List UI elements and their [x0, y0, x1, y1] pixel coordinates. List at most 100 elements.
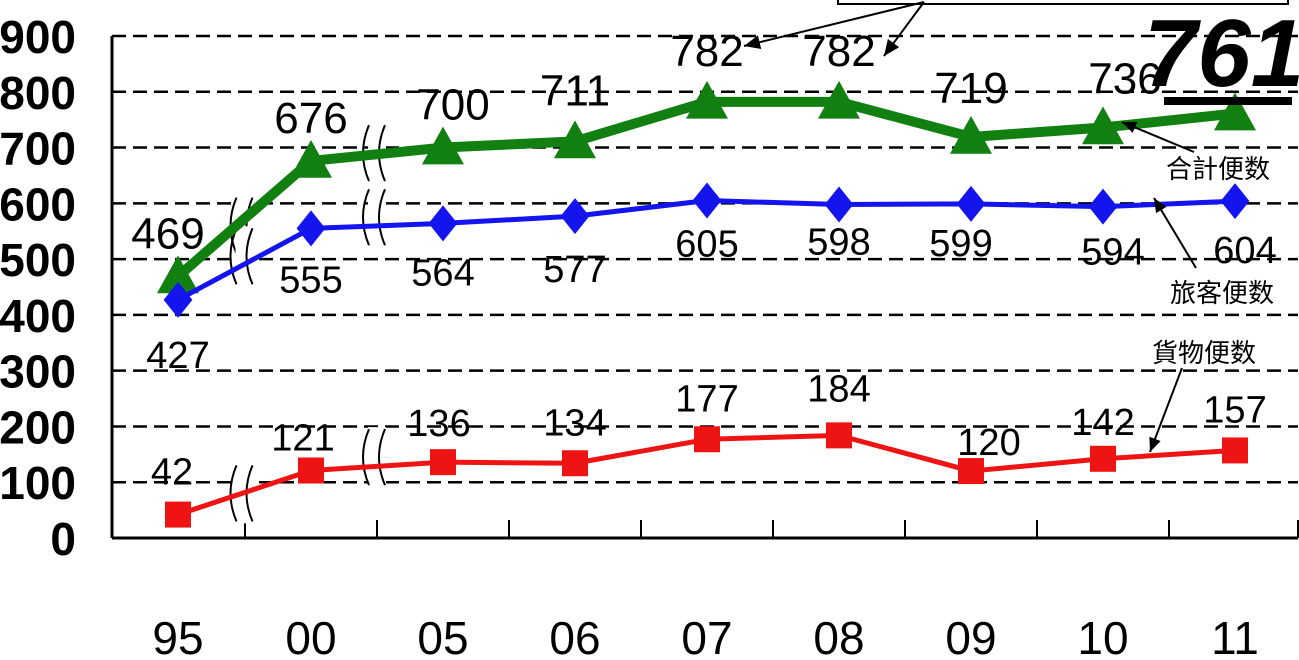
highlight-value: 761: [1144, 0, 1299, 107]
series-3: [165, 422, 1248, 528]
square-marker: [1222, 437, 1248, 464]
y-tick-label: 600: [0, 178, 76, 230]
x-tick-label: 09: [945, 612, 996, 660]
callout-arrowhead: [1154, 198, 1167, 214]
data-label: 782: [802, 27, 875, 76]
series-group: 469 676 700 711 782 782 719 736 427 555 564 577 605 5…: [131, 27, 1277, 528]
data-label: 157: [1203, 389, 1266, 431]
break-curve: [229, 464, 238, 522]
series-2: [163, 182, 1250, 318]
diamond-marker: [163, 281, 193, 318]
data-label: 719: [934, 64, 1007, 113]
data-label: 736: [1088, 54, 1161, 103]
y-tick-label: 100: [0, 457, 76, 509]
data-label: 605: [675, 224, 738, 266]
x-tick-label: 11: [1211, 612, 1259, 660]
callout-label: 貨物便数: [1152, 339, 1256, 369]
data-label: 700: [416, 81, 489, 130]
callout-arrowhead: [1149, 436, 1161, 452]
break-mark: [229, 226, 254, 287]
triangle-marker: [157, 255, 199, 294]
diamond-marker: [428, 205, 458, 242]
highlight-callout: 761: [743, 0, 1299, 107]
break-curve: [378, 428, 386, 486]
data-label: 142: [1071, 402, 1134, 444]
triangle-marker: [1214, 92, 1256, 131]
x-tick-label: 95: [152, 612, 203, 660]
y-tick-label: 300: [0, 346, 76, 398]
data-label: 134: [543, 402, 606, 444]
series-callout: 合計便数: [1121, 121, 1270, 185]
data-label: 469: [131, 209, 204, 258]
square-marker: [430, 449, 456, 476]
peak-pointer: [743, 0, 1289, 57]
diamond-marker: [560, 198, 590, 235]
data-label: 599: [929, 223, 992, 265]
y-tick-label: 0: [50, 513, 76, 565]
highlight-underline: [1164, 97, 1292, 105]
series-1: [157, 80, 1256, 294]
triangle-marker: [1082, 106, 1124, 145]
x-tick-label: 08: [813, 612, 864, 660]
square-marker: [562, 450, 588, 477]
break-curve: [378, 188, 386, 246]
pointer-box: [837, 0, 1289, 5]
break-curve: [362, 428, 370, 486]
axes: [110, 36, 1299, 540]
data-label: 577: [543, 249, 606, 291]
data-label: 594: [1081, 232, 1144, 274]
data-labels-1: 469 676 700 711 782 782 719 736: [131, 27, 1161, 259]
data-label: 177: [675, 378, 738, 420]
callout-label: 旅客便数: [1170, 279, 1274, 309]
y-tick-label: 500: [0, 234, 76, 286]
y-tick-label: 200: [0, 401, 76, 453]
callout-arrowhead: [1122, 121, 1138, 133]
data-label: 676: [274, 94, 347, 143]
data-label: 782: [670, 27, 743, 76]
data-label: 184: [807, 368, 870, 410]
data-label: 598: [807, 221, 870, 263]
data-label: 42: [151, 452, 193, 494]
triangle-marker: [290, 139, 332, 178]
diamond-marker: [1088, 188, 1118, 225]
data-label: 555: [279, 259, 342, 301]
x-tick-label: 06: [549, 612, 600, 660]
diamond-marker: [824, 186, 854, 223]
data-labels-3: 42 121 136 134 177 184 120 142 157: [151, 368, 1267, 493]
pointer-arrowhead: [744, 35, 762, 50]
triangle-marker: [422, 126, 464, 165]
pointer-arrow-line: [743, 1, 925, 47]
x-tick-label: 07: [681, 612, 732, 660]
x-tick-label: 05: [417, 612, 468, 660]
square-marker: [1090, 445, 1116, 472]
series-callout: 貨物便数: [1149, 339, 1256, 453]
triangle-marker: [554, 120, 596, 159]
diamond-marker: [692, 182, 722, 219]
break-curve: [245, 227, 254, 285]
data-label: 564: [411, 252, 474, 294]
break-mark: [362, 427, 386, 488]
x-tick-labels: 95 00 05 06 07 08 09 10 11: [152, 612, 1258, 660]
data-label: 711: [540, 66, 610, 115]
y-tick-label: 900: [0, 11, 76, 63]
y-tick-label: 400: [0, 290, 76, 342]
diamond-marker: [956, 185, 986, 222]
break-curve: [362, 188, 370, 246]
data-labels-2: 427 555 564 577 605 598 599 594 604: [146, 221, 1276, 376]
square-marker: [958, 458, 984, 485]
square-marker: [694, 426, 720, 453]
y-tick-label: 800: [0, 67, 76, 119]
callout-label: 合計便数: [1166, 155, 1270, 185]
data-label: 136: [407, 403, 470, 445]
diamond-marker: [1220, 183, 1250, 220]
callout-arrow-line: [1149, 367, 1183, 453]
x-tick-label: 10: [1077, 612, 1128, 660]
diamond-marker: [296, 210, 326, 247]
data-label: 427: [146, 335, 209, 377]
y-tick-label: 700: [0, 123, 76, 175]
square-marker: [826, 422, 852, 449]
data-label: 120: [957, 422, 1020, 464]
